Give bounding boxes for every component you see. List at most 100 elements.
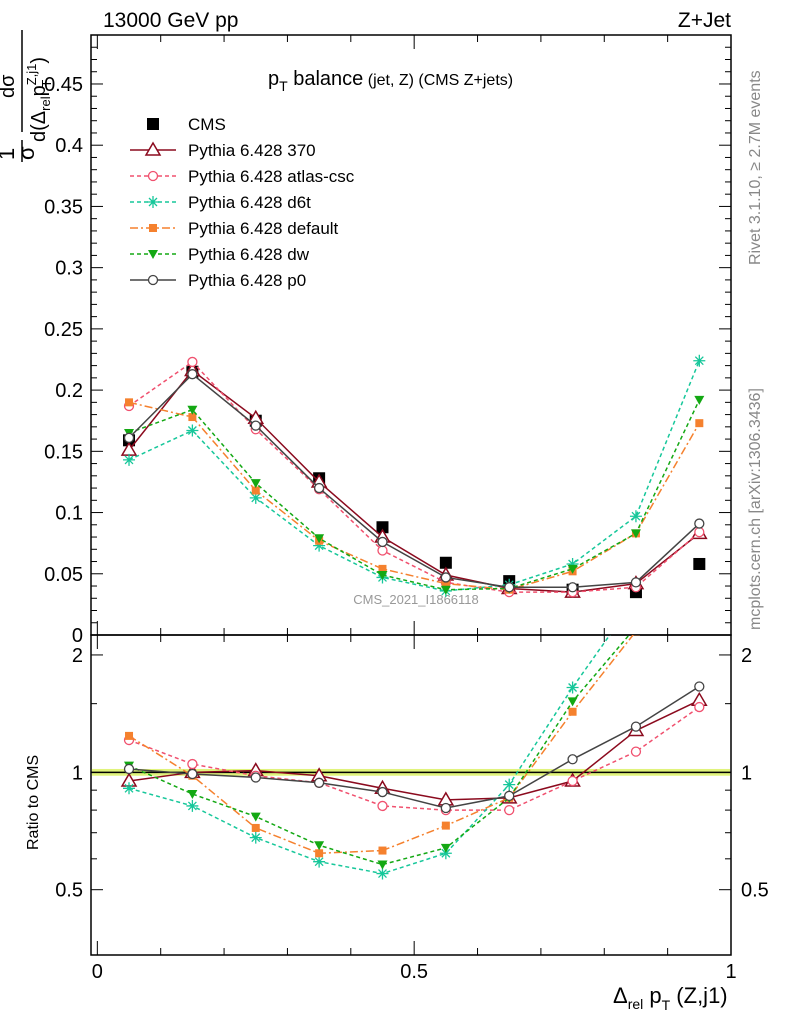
main-point-p0 bbox=[567, 582, 578, 593]
x-axis-label: Δrel pT (Z,j1) bbox=[613, 983, 728, 1013]
ratio-point-p0 bbox=[123, 763, 135, 775]
main-point-cms bbox=[439, 556, 452, 569]
ratio-axis-ticks: 0.5 0.5 1 1 2 2 0 0.5 1 bbox=[55, 635, 769, 983]
main-point-d6t bbox=[313, 539, 326, 552]
main-series-group bbox=[120, 354, 708, 599]
ratio-point-p0 bbox=[440, 802, 452, 814]
ylabel-one: 1 bbox=[0, 148, 19, 160]
main-point-dw bbox=[440, 585, 451, 595]
main-series-cms bbox=[123, 365, 706, 599]
legend-marker-cms bbox=[147, 118, 159, 130]
title-rest: balance bbox=[288, 68, 364, 90]
ratio-series-dw bbox=[124, 623, 641, 870]
ylabel-denominator: d(ΔrelpZ,j1T) bbox=[24, 57, 54, 142]
main-point-default bbox=[188, 413, 197, 422]
main-y-tick-label: 0.35 bbox=[44, 196, 83, 218]
main-point-dw bbox=[694, 395, 705, 405]
main-point-atlas bbox=[694, 526, 705, 538]
ratio-point-p0 bbox=[694, 681, 705, 692]
xlabel-delta: Δ bbox=[613, 983, 628, 1008]
ratio-point-p0 bbox=[504, 790, 515, 802]
ratio-line-p370 bbox=[128, 699, 700, 801]
ratio-frame bbox=[90, 634, 732, 956]
ratio-line-d6t bbox=[128, 635, 611, 875]
main-line-p370 bbox=[128, 369, 700, 593]
ratio-point-default bbox=[378, 846, 387, 855]
main-y-tick-label: 0.15 bbox=[44, 441, 83, 463]
ratio-point-atlas bbox=[377, 800, 388, 812]
main-series-p0 bbox=[123, 369, 705, 593]
ratio-point-d6t bbox=[186, 799, 199, 812]
main-point-d6t bbox=[693, 354, 706, 367]
main-series-default bbox=[125, 398, 704, 594]
main-frame bbox=[90, 34, 732, 636]
main-y-tick-label: 0.25 bbox=[44, 319, 83, 341]
ratio-point-d6t bbox=[376, 867, 389, 880]
x-tick-label: 1 bbox=[725, 961, 736, 983]
ratio-line-default bbox=[128, 635, 634, 855]
xlabel-p: p bbox=[643, 983, 661, 1008]
ratio-point-dw bbox=[250, 812, 261, 822]
main-line-atlas bbox=[128, 360, 700, 593]
main-point-default bbox=[378, 564, 387, 573]
main-line-default bbox=[128, 401, 700, 591]
title-main: p bbox=[268, 68, 279, 90]
main-point-atlas bbox=[187, 356, 198, 368]
legend-marker-d6t bbox=[147, 196, 159, 208]
main-point-d6t bbox=[629, 510, 642, 523]
ylabel-close: ) bbox=[28, 57, 50, 64]
main-point-dw bbox=[314, 534, 325, 544]
main-point-d6t bbox=[123, 453, 136, 466]
main-axis-ticks: 0 0.05 0.1 0.15 0.2 0.25 0.3 0.35 0.4 0.45 bbox=[44, 35, 732, 647]
ratio-y-tick-label: 1 bbox=[72, 762, 83, 784]
legend: CMS Pythia 6.428 370 Pythia 6.428 atlas-cs… bbox=[130, 115, 355, 290]
ratio-y-tick-label: 2 bbox=[72, 645, 83, 667]
ylabel-sigma: σ bbox=[14, 146, 39, 160]
main-point-p0 bbox=[250, 420, 261, 431]
ylabel-rel: rel bbox=[38, 96, 53, 111]
main-y-tick-label: 0.1 bbox=[55, 503, 83, 525]
ratio-point-p0 bbox=[567, 754, 578, 765]
main-point-p0 bbox=[504, 582, 515, 593]
xlabel-T: T bbox=[662, 997, 671, 1013]
legend-item-p0: Pythia 6.428 p0 bbox=[130, 271, 306, 290]
xlabel-tail: (Z,j1) bbox=[670, 983, 727, 1008]
legend-marker-atlas bbox=[147, 170, 159, 182]
x-tick-label: 0.5 bbox=[400, 961, 428, 983]
ylabel-T: T bbox=[39, 80, 54, 88]
main-ylabel: 1 σ dσ d(ΔrelpZ,j1T) bbox=[0, 30, 54, 162]
ratio-point-dw bbox=[631, 623, 641, 632]
ratio-point-atlas bbox=[630, 746, 642, 757]
main-point-default bbox=[441, 579, 450, 588]
legend-item-cms: CMS bbox=[147, 115, 226, 134]
main-y-tick-label: 0.3 bbox=[55, 258, 83, 280]
analysis-watermark: CMS_2021_I1866118 bbox=[353, 592, 479, 607]
mcplots-label: mcplots.cern.ch [arXiv:1306.3436] bbox=[747, 388, 764, 630]
process-label: Z+Jet bbox=[678, 9, 731, 32]
ylabel-sup: Z,j1 bbox=[24, 64, 39, 86]
title-sub: T bbox=[279, 78, 288, 94]
ratio-point-d6t bbox=[566, 681, 579, 694]
ratio-point-default bbox=[441, 821, 450, 830]
ratio-point-default bbox=[125, 731, 134, 740]
ratio-series-d6t bbox=[123, 635, 611, 880]
ratio-point-p0 bbox=[187, 768, 198, 780]
ratio-y-tick-label: 0.5 bbox=[55, 880, 83, 902]
main-point-dw bbox=[567, 564, 578, 574]
ratio-y-tick-label-right: 2 bbox=[741, 645, 752, 667]
ratio-series-group bbox=[120, 623, 708, 880]
xlabel-rel: rel bbox=[628, 996, 644, 1012]
ratio-line-p0 bbox=[128, 685, 700, 809]
ratio-point-p0 bbox=[250, 772, 261, 783]
ratio-point-p0 bbox=[313, 777, 325, 788]
main-y-tick-label: 0.45 bbox=[44, 74, 83, 96]
ratio-series-atlas bbox=[123, 701, 705, 816]
legend-item-d6t: Pythia 6.428 d6t bbox=[130, 193, 311, 212]
main-point-p0 bbox=[313, 482, 325, 494]
ratio-point-atlas bbox=[694, 701, 705, 713]
ratio-point-p0 bbox=[630, 721, 642, 732]
main-y-tick-label: 0.4 bbox=[55, 135, 83, 157]
legend-marker-default bbox=[149, 224, 157, 232]
ratio-point-dw bbox=[377, 860, 388, 870]
